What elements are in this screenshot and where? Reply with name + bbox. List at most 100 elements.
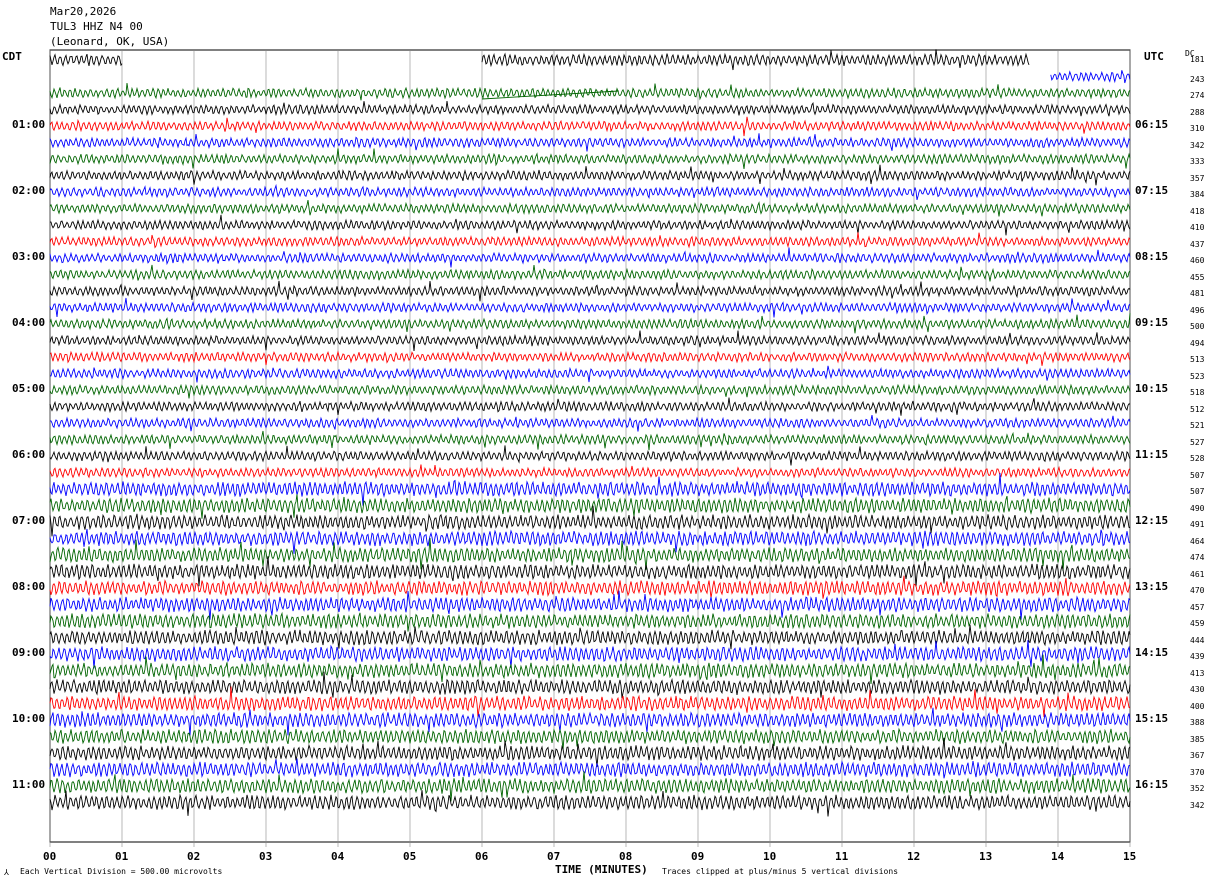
dc-offset-label: 413 (1190, 668, 1205, 678)
dc-offset-label: 181 (1190, 55, 1205, 64)
left-time-label: 09:00 (12, 646, 46, 659)
header-date: Mar20,2026 (50, 5, 117, 18)
right-time-label: 15:15 (1135, 712, 1169, 725)
trace-line-11-seg-0 (49, 232, 1131, 249)
x-tick-label: 14 (1051, 850, 1065, 863)
dc-offset-label: 455 (1190, 272, 1205, 282)
dc-offset-label: 400 (1190, 701, 1205, 711)
trace-line-29-seg-0 (49, 528, 1131, 554)
dc-offset-label: 500 (1190, 322, 1205, 331)
dc-offset-label: 430 (1190, 685, 1205, 694)
left-time-label: 07:00 (12, 514, 46, 527)
right-time-label: 11:15 (1135, 448, 1169, 461)
trace-line-22-seg-0 (50, 415, 1131, 432)
dc-offset-label: 481 (1190, 289, 1205, 298)
trace-line-18-seg-0 (49, 350, 1131, 366)
dc-offset-label: 385 (1190, 734, 1205, 744)
dc-offset-label: 464 (1190, 536, 1205, 546)
left-time-label: 02:00 (12, 184, 46, 197)
dc-offset-label: 461 (1190, 569, 1205, 579)
trace-line-17-seg-0 (49, 330, 1131, 351)
trace-line-20-seg-0 (49, 383, 1131, 399)
dc-offset-label: 357 (1190, 173, 1205, 183)
x-tick-label: 06 (475, 850, 489, 863)
x-tick-label: 02 (187, 850, 201, 863)
trace-line-24-seg-0 (49, 445, 1131, 466)
x-tick-label: 08 (619, 850, 633, 863)
right-time-label: 08:15 (1135, 250, 1169, 263)
trace-line-12-seg-0 (49, 247, 1131, 268)
x-tick-label: 10 (763, 850, 777, 863)
right-zone-label: UTC (1144, 50, 1164, 63)
footer-mark: ⅄ (4, 868, 9, 877)
trace-line-2-seg-0 (49, 82, 1131, 101)
trace-line-7-seg-0 (49, 164, 1131, 186)
dc-offset-label: 352 (1190, 784, 1205, 793)
dc-offset-label: 507 (1190, 487, 1205, 496)
footer-scale-note: Each Vertical Division = 500.00 microvol… (20, 867, 223, 876)
trace-line-1-seg-0 (1050, 70, 1131, 84)
trace-line-9-seg-0 (49, 200, 1131, 217)
dc-offset-label: 507 (1190, 470, 1205, 480)
trace-line-28-seg-0 (49, 505, 1131, 537)
trace-line-4-seg-0 (49, 116, 1131, 137)
dc-offset-label: 518 (1190, 388, 1205, 397)
left-time-label: 03:00 (12, 250, 46, 263)
trace-line-43-seg-0 (49, 758, 1131, 779)
x-tick-label: 09 (691, 850, 705, 863)
right-time-label: 14:15 (1135, 646, 1169, 659)
dc-offset-label: 437 (1190, 239, 1205, 249)
trace-gap-segment (481, 90, 619, 100)
dc-offset-label: 333 (1190, 157, 1205, 166)
header-station: TUL3 HHZ N4 00 (50, 20, 143, 33)
x-axis-title: TIME (MINUTES) (555, 863, 648, 876)
right-time-label: 10:15 (1135, 382, 1169, 395)
trace-line-44-seg-0 (49, 771, 1131, 802)
dc-offset-label: 384 (1190, 190, 1205, 199)
dc-label: DC (1185, 49, 1195, 58)
left-zone-label: CDT (2, 50, 22, 63)
dc-offset-label: 470 (1190, 586, 1205, 595)
dc-offset-label: 490 (1190, 503, 1205, 513)
dc-offset-label: 491 (1190, 520, 1205, 529)
left-time-label: 10:00 (12, 712, 46, 725)
trace-line-3-seg-0 (49, 101, 1131, 117)
left-time-label: 11:00 (12, 778, 46, 791)
left-time-label: 08:00 (12, 580, 46, 593)
trace-line-39-seg-0 (49, 686, 1131, 718)
trace-line-26-seg-0 (49, 473, 1131, 506)
x-tick-label: 13 (979, 850, 993, 863)
x-tick-label: 11 (835, 850, 849, 863)
trace-line-0-seg-0 (49, 53, 123, 67)
trace-line-35-seg-0 (49, 624, 1131, 650)
dc-offset-label: 523 (1190, 371, 1205, 381)
trace-line-31-seg-0 (49, 556, 1131, 587)
trace-line-21-seg-0 (49, 397, 1131, 416)
dc-offset-label: 494 (1190, 338, 1205, 348)
dc-offset-label: 527 (1190, 437, 1205, 447)
trace-line-16-seg-0 (49, 313, 1131, 334)
trace-line-36-seg-0 (49, 640, 1131, 669)
dc-offset-label: 439 (1190, 652, 1205, 661)
dc-offset-label: 370 (1190, 767, 1205, 777)
trace-line-38-seg-0 (49, 671, 1131, 699)
dc-offset-label: 274 (1190, 91, 1205, 100)
trace-line-30-seg-0 (49, 537, 1131, 571)
left-time-label: 05:00 (12, 382, 46, 395)
trace-line-34-seg-0 (49, 611, 1131, 632)
x-tick-label: 05 (403, 850, 417, 863)
dc-offset-label: 243 (1190, 74, 1205, 84)
trace-line-5-seg-0 (49, 133, 1131, 152)
dc-offset-label: 474 (1190, 553, 1205, 562)
right-time-label: 13:15 (1135, 580, 1169, 593)
right-time-label: 07:15 (1135, 184, 1169, 197)
x-tick-label: 12 (907, 850, 921, 863)
trace-line-0-seg-1 (481, 49, 1030, 71)
dc-offset-label: 496 (1190, 305, 1205, 315)
dc-offset-label: 513 (1190, 355, 1205, 364)
dc-offset-label: 512 (1190, 404, 1205, 414)
left-time-label: 04:00 (12, 316, 46, 329)
dc-offset-label: 342 (1190, 140, 1205, 150)
right-time-label: 06:15 (1135, 118, 1169, 131)
dc-offset-label: 460 (1190, 256, 1205, 265)
